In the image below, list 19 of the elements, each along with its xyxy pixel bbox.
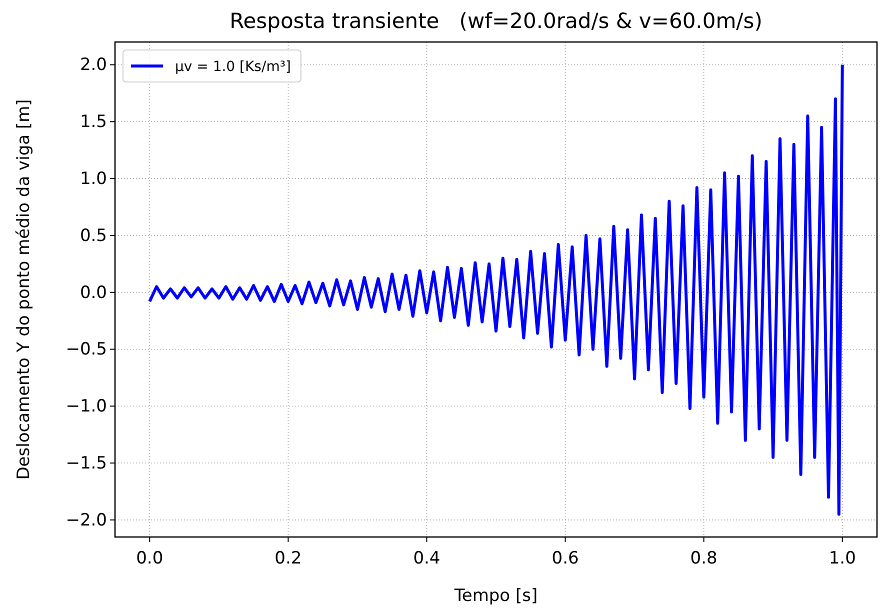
y-tick-label: −1.5 bbox=[66, 453, 107, 474]
y-tick-label: −2.0 bbox=[66, 510, 107, 530]
chart-title: Resposta transiente (wf=20.0rad/s & v=60.0m/s) bbox=[230, 9, 762, 33]
x-axis-title: Tempo [s] bbox=[453, 586, 538, 606]
x-tick-label: 0.2 bbox=[274, 548, 302, 569]
x-tick-label: 0.0 bbox=[136, 548, 164, 569]
legend-label: μv = 1.0 [Ks/m³] bbox=[175, 59, 291, 75]
x-tick-label: 0.8 bbox=[690, 548, 718, 569]
y-tick-label: 0.5 bbox=[80, 226, 107, 246]
x-tick-label: 0.6 bbox=[552, 548, 579, 569]
x-tick-label: 0.4 bbox=[413, 548, 440, 569]
y-tick-label: −1.0 bbox=[66, 396, 107, 417]
x-tick-label: 1.0 bbox=[828, 548, 856, 569]
y-axis-title: Deslocamento Y do ponto médio da viga [m] bbox=[14, 99, 34, 480]
y-tick-label: 1.0 bbox=[80, 168, 107, 189]
y-tick-label: −0.5 bbox=[66, 340, 107, 360]
y-tick-label: 2.0 bbox=[80, 55, 107, 76]
y-tick-label: 1.5 bbox=[80, 112, 107, 132]
y-tick-label: 0.0 bbox=[80, 282, 107, 303]
